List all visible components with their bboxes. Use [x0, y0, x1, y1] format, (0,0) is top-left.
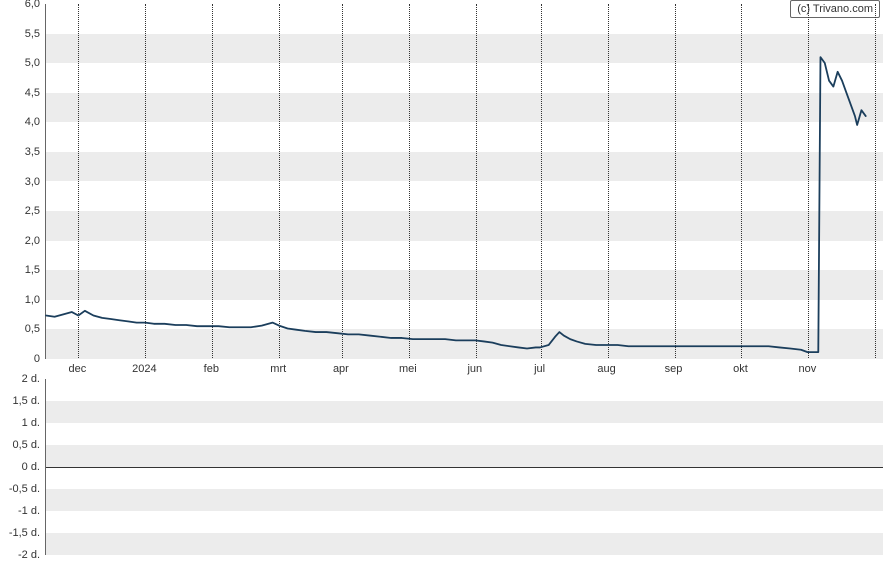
upper-ytick-label: 3,5: [0, 146, 40, 158]
x-tick-label: aug: [597, 363, 615, 375]
zero-line: [46, 467, 883, 468]
x-tick-label: jul: [534, 363, 545, 375]
lower-ytick-label: 2 d.: [0, 373, 40, 385]
upper-ytick-label: 1,0: [0, 294, 40, 306]
x-tick-label: sep: [665, 363, 683, 375]
price-line: [46, 4, 883, 358]
lower-ytick-label: -1,5 d.: [0, 527, 40, 539]
x-tick-label: apr: [333, 363, 349, 375]
upper-ytick-label: 4,0: [0, 116, 40, 128]
lower-ytick-label: 1,5 d.: [0, 395, 40, 407]
x-tick-label: jun: [467, 363, 482, 375]
upper-ytick-label: 5,5: [0, 28, 40, 40]
price-chart: [45, 4, 883, 359]
upper-ytick-label: 2,5: [0, 205, 40, 217]
lower-ytick-label: 1 d.: [0, 417, 40, 429]
x-tick-label: mei: [399, 363, 417, 375]
upper-ytick-label: 0,5: [0, 323, 40, 335]
upper-ytick-label: 6,0: [0, 0, 40, 10]
x-tick-label: feb: [204, 363, 219, 375]
upper-ytick-label: 0: [0, 353, 40, 365]
x-tick-label: okt: [733, 363, 748, 375]
x-tick-label: nov: [799, 363, 817, 375]
lower-ytick-label: -0,5 d.: [0, 483, 40, 495]
chart-container: (c) Trivano.com 00,51,01,52,02,53,03,54,…: [0, 0, 888, 565]
volume-chart: [45, 379, 883, 555]
upper-ytick-label: 2,0: [0, 235, 40, 247]
upper-ytick-label: 1,5: [0, 264, 40, 276]
x-tick-label: dec: [69, 363, 87, 375]
lower-ytick-label: -2 d.: [0, 549, 40, 561]
upper-ytick-label: 4,5: [0, 87, 40, 99]
lower-ytick-label: 0,5 d.: [0, 439, 40, 451]
upper-ytick-label: 3,0: [0, 176, 40, 188]
lower-ytick-label: 0 d.: [0, 461, 40, 473]
x-tick-label: mrt: [270, 363, 286, 375]
lower-ytick-label: -1 d.: [0, 505, 40, 517]
x-tick-label: 2024: [132, 363, 156, 375]
upper-ytick-label: 5,0: [0, 57, 40, 69]
